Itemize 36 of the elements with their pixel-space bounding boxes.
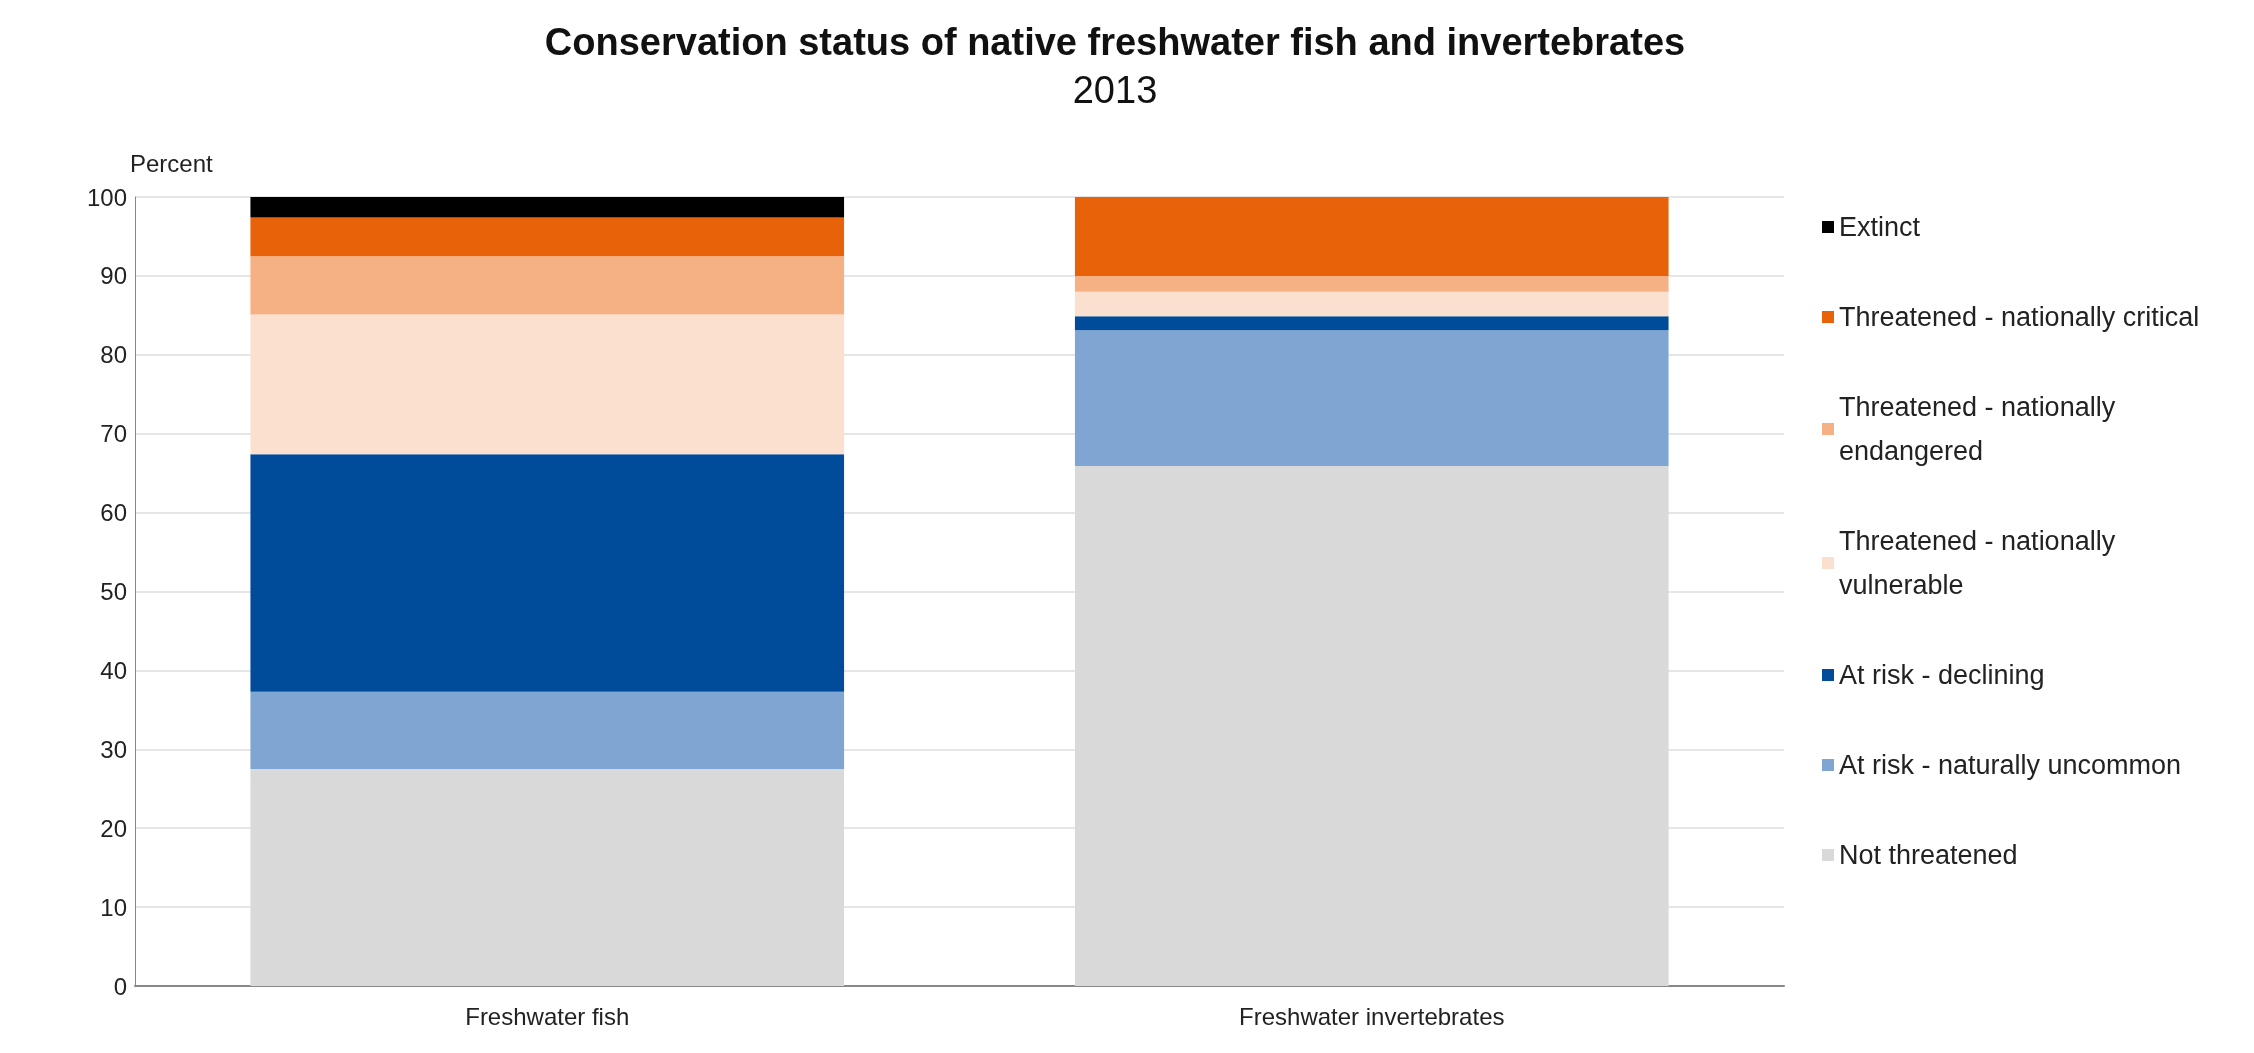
bar (1074, 330, 1669, 467)
bar (250, 314, 845, 455)
bar (250, 769, 845, 986)
x-tick-label: Freshwater invertebrates (1239, 1002, 1505, 1030)
y-tick-label: 30 (100, 735, 127, 763)
legend-label: Not threatened (1839, 840, 2018, 870)
y-tick-label: 80 (100, 341, 127, 369)
bar (250, 197, 845, 218)
y-tick-label: 60 (100, 499, 127, 527)
legend-label: Threatened - nationally endangered (1839, 392, 2123, 466)
y-tick-label: 100 (86, 183, 127, 211)
chart-title: Conservation status of native freshwater fish and invertebrates (544, 21, 1686, 63)
bar (250, 454, 845, 692)
bar (250, 217, 845, 257)
bar (1074, 291, 1669, 317)
bar (250, 256, 845, 315)
bar (1074, 466, 1669, 986)
legend-label: Extinct (1839, 212, 1921, 242)
legend-label: Threatened - nationally critical (1839, 302, 2200, 332)
x-tick-label: Freshwater fish (465, 1002, 630, 1030)
y-tick-label: 10 (100, 893, 127, 921)
bar (1074, 316, 1669, 331)
y-tick-label: 20 (100, 814, 127, 842)
legend-label: At risk - naturally uncommon (1839, 750, 2182, 780)
y-tick-label: 50 (100, 578, 127, 605)
y-tick-label: 90 (100, 262, 127, 290)
y-tick-label: 0 (113, 972, 127, 1000)
bar (250, 691, 845, 770)
legend-label: Threatened - nationally vulnerable (1839, 526, 2123, 600)
y-tick-label: 40 (100, 656, 127, 684)
chart-subtitle: 2013 (1072, 69, 1158, 111)
y-tick-label: 70 (100, 420, 127, 448)
legend-label: At risk - declining (1839, 660, 2045, 690)
y-axis-title: Percent (130, 149, 214, 177)
bar (1074, 197, 1669, 276)
bar (1074, 275, 1669, 292)
